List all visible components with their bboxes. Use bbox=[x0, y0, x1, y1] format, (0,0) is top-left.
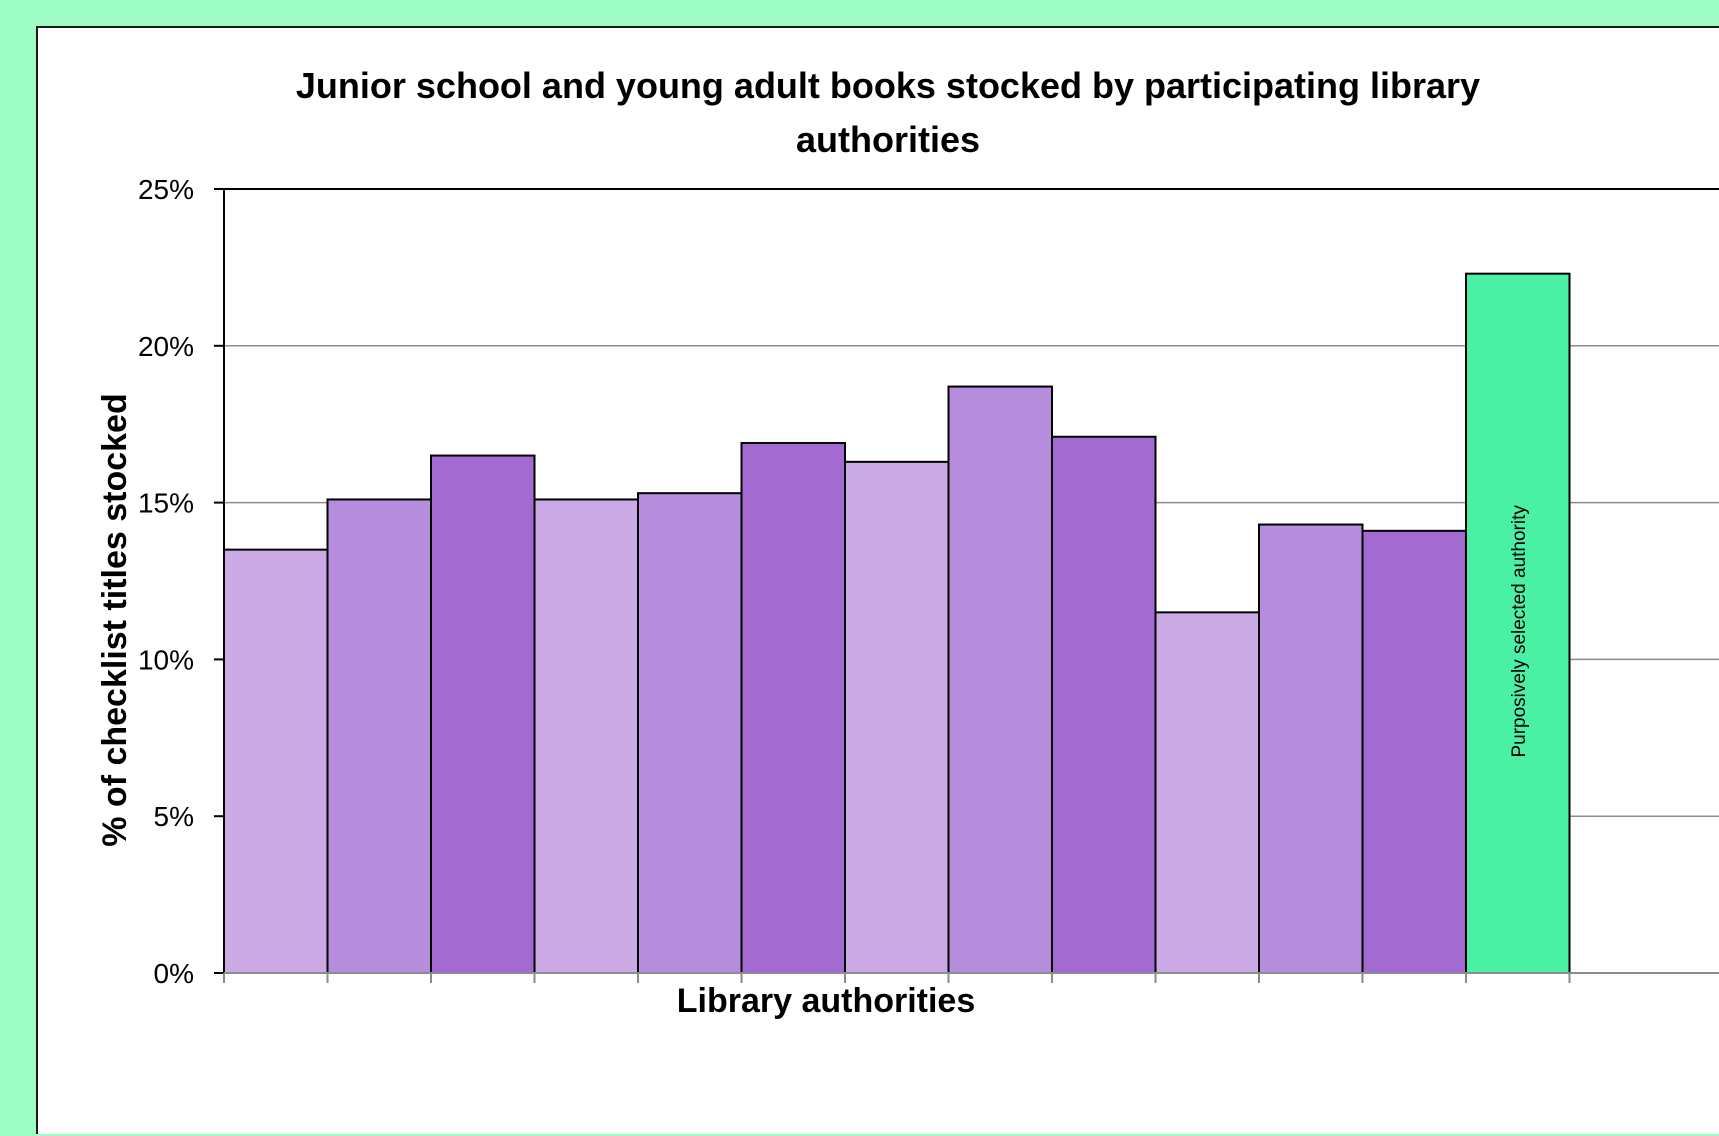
bar-7 bbox=[844, 460, 950, 974]
bar-12 bbox=[1361, 529, 1467, 974]
bar-4 bbox=[533, 498, 639, 974]
bar-8 bbox=[947, 385, 1053, 974]
y-tick-labels: 0% 5% 10% 15% 20% 25% bbox=[138, 174, 194, 989]
bar-10 bbox=[1154, 611, 1260, 974]
axes bbox=[214, 188, 1719, 983]
y-tick-label: 0% bbox=[154, 958, 194, 989]
bar-9 bbox=[1051, 435, 1157, 974]
bar-13 bbox=[1465, 272, 1571, 974]
bar-11 bbox=[1258, 523, 1364, 974]
bar-5 bbox=[637, 492, 743, 974]
y-tick-label: 5% bbox=[154, 801, 194, 832]
y-tick-label: 20% bbox=[138, 331, 194, 362]
bar-annotation: Purposively selected authority bbox=[1509, 505, 1530, 758]
bar-2 bbox=[326, 498, 432, 974]
bar-1 bbox=[223, 548, 329, 974]
y-tick-label: 10% bbox=[138, 644, 194, 675]
y-tick-label: 25% bbox=[138, 174, 194, 205]
bars: Purposively selected authority bbox=[223, 272, 1571, 974]
chart-title-line-2: authorities bbox=[796, 119, 980, 160]
chart-title-line-1: Junior school and young adult books stoc… bbox=[296, 65, 1480, 106]
y-tick-label: 15% bbox=[138, 488, 194, 519]
chart-frame: Junior school and young adult books stoc… bbox=[36, 26, 1719, 1134]
bar-chart: Junior school and young adult books stoc… bbox=[96, 65, 1719, 1020]
y-axis-title: % of checklist titles stocked bbox=[96, 393, 134, 847]
bar-6 bbox=[740, 442, 846, 974]
x-axis-title: Library authorities bbox=[677, 982, 976, 1020]
bar-3 bbox=[430, 454, 536, 974]
chart-title: Junior school and young adult books stoc… bbox=[296, 65, 1480, 160]
